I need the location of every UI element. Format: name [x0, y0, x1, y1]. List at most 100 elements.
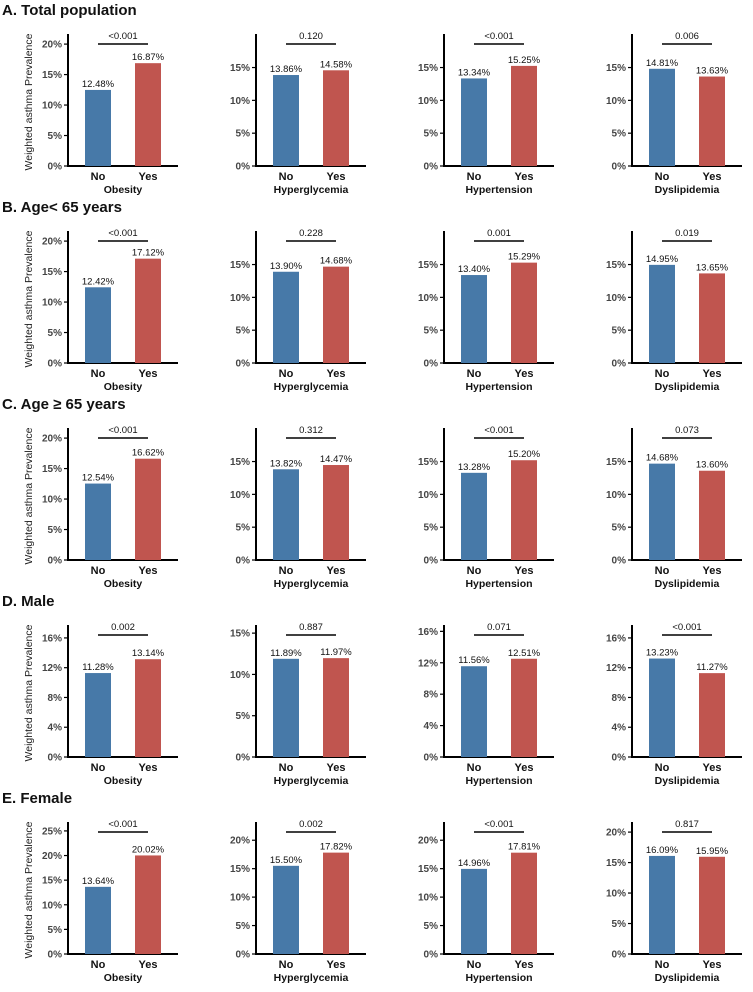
y-tick-label: 15% [418, 864, 438, 875]
y-tick-label: 10% [230, 893, 250, 904]
y-tick-label: 12% [606, 663, 626, 674]
x-tick-label: Yes [139, 959, 158, 971]
bar-yes [511, 460, 537, 560]
x-tick-label: Yes [515, 959, 534, 971]
p-value-label: 0.071 [487, 622, 511, 633]
x-tick-label: Yes [139, 171, 158, 183]
y-tick-label: 20% [418, 836, 438, 847]
x-tick-label: No [655, 368, 670, 380]
y-tick-label: 5% [612, 129, 627, 140]
x-tick-label: No [467, 959, 482, 971]
y-tick-label: 15% [42, 70, 62, 81]
y-tick-label: 5% [236, 129, 251, 140]
bar-no [649, 68, 675, 166]
y-tick-label: 0% [48, 359, 63, 370]
x-tick-label: Yes [703, 368, 722, 380]
x-axis-label: Dyslipidemia [655, 381, 720, 393]
bar-panel-hypertension: 0% 5% 10% 15% 13.40% No 15.29% Yes 0.001 Hyperten… [376, 211, 564, 395]
x-tick-label: No [655, 565, 670, 577]
y-tick-label: 0% [236, 162, 251, 173]
bar-yes [699, 470, 725, 560]
y-tick-label: 16% [42, 633, 62, 644]
bar-no [273, 658, 299, 757]
data-label: 13.40% [458, 264, 491, 275]
y-tick-label: 20% [42, 237, 62, 248]
x-tick-label: No [91, 762, 106, 774]
y-tick-label: 0% [48, 162, 63, 173]
y-tick-label: 10% [230, 96, 250, 107]
chart-svg: 0% 5% 10% 15% 13.28% No 15.20% Yes <0.001 Hyperte… [418, 425, 554, 590]
p-value-label: 0.019 [675, 228, 699, 239]
data-label: 14.58% [320, 59, 353, 70]
p-value-label: 0.887 [299, 622, 323, 633]
y-tick-label: 5% [236, 921, 251, 932]
p-value-label: <0.001 [672, 622, 701, 633]
y-tick-label: 5% [236, 326, 251, 337]
bar-yes [135, 458, 161, 560]
bar-yes [323, 266, 349, 363]
bar-panel-hypertension: 0% 5% 10% 15% 13.34% No 15.25% Yes <0.001 Hyperte… [376, 14, 564, 198]
x-tick-label: Yes [139, 565, 158, 577]
y-tick-label: 20% [42, 434, 62, 445]
data-label: 13.82% [270, 458, 303, 469]
bar-yes [323, 70, 349, 166]
bar-yes [699, 856, 725, 954]
data-label: 14.95% [646, 254, 679, 265]
x-tick-label: No [655, 171, 670, 183]
bar-no [273, 75, 299, 166]
bar-panel-dyslipidemia: 0% 4% 8% 12% 16% 13.23% No 11.27% Yes <0.001 Dysli… [564, 605, 752, 789]
data-label: 15.20% [508, 449, 541, 460]
y-tick-label: 10% [418, 96, 438, 107]
x-tick-label: No [467, 762, 482, 774]
x-axis-label: Dyslipidemia [655, 578, 720, 590]
y-axis-label: Weighted asthma Prevalence [23, 33, 35, 170]
bar-no [273, 865, 299, 954]
y-axis-label: Weighted asthma Prevalence [23, 230, 35, 367]
bar-no [85, 89, 111, 166]
x-axis-label: Obesity [104, 381, 143, 393]
bar-panel-hypertension: 0% 5% 10% 15% 13.28% No 15.20% Yes <0.001 Hyperte… [376, 408, 564, 592]
y-tick-label: 5% [48, 525, 63, 536]
data-label: 11.56% [458, 655, 490, 666]
data-label: 11.97% [320, 647, 352, 658]
y-tick-label: 25% [42, 826, 62, 837]
data-label: 13.64% [82, 876, 115, 887]
data-label: 12.48% [82, 79, 115, 90]
y-tick-label: 12% [418, 658, 438, 669]
x-tick-label: Yes [515, 171, 534, 183]
y-tick-label: 5% [424, 129, 439, 140]
data-label: 16.87% [132, 52, 165, 63]
chart-svg: Weighted asthma Prevalence 0% 5% 10% 15% 20% 1… [23, 425, 178, 590]
y-tick-label: 10% [606, 96, 626, 107]
x-tick-label: Yes [139, 368, 158, 380]
bar-panel-obesity: Weighted asthma Prevalence 0% 5% 10% 15% 20% 1… [0, 408, 188, 592]
y-tick-label: 0% [424, 950, 439, 961]
y-tick-label: 15% [606, 858, 626, 869]
chart-svg: 0% 5% 10% 15% 13.40% No 15.29% Yes 0.001 Hyperten… [418, 228, 554, 393]
p-value-label: <0.001 [484, 31, 513, 42]
bar-no [85, 483, 111, 560]
x-tick-label: Yes [327, 565, 346, 577]
x-tick-label: No [279, 762, 294, 774]
x-axis-label: Hyperglycemia [274, 381, 349, 393]
y-tick-label: 0% [424, 359, 439, 370]
bar-no [273, 469, 299, 560]
p-value-label: 0.817 [675, 819, 699, 830]
y-tick-label: 20% [606, 828, 626, 839]
x-tick-label: Yes [139, 762, 158, 774]
bar-panel-hyperglycemia: 0% 5% 10% 15% 13.82% No 14.47% Yes 0.312 Hypergly… [188, 408, 376, 592]
chart-svg: 0% 5% 10% 15% 14.81% No 13.63% Yes 0.006 Dyslipid… [606, 31, 742, 196]
y-tick-label: 15% [42, 267, 62, 278]
x-tick-label: No [467, 565, 482, 577]
bar-panel-obesity: Weighted asthma Prevalence 0% 4% 8% 12% 16% 11… [0, 605, 188, 789]
bar-panel-hyperglycemia: 0% 5% 10% 15% 20% 15.50% No 17.82% Yes 0.002 Hyper… [188, 802, 376, 986]
bar-no [85, 287, 111, 363]
p-value-label: <0.001 [108, 819, 137, 830]
bar-no [461, 472, 487, 560]
p-value-label: <0.001 [108, 228, 137, 239]
data-label: 15.50% [270, 855, 303, 866]
y-tick-label: 0% [48, 950, 63, 961]
data-label: 12.54% [82, 473, 115, 484]
y-tick-label: 15% [230, 457, 250, 468]
